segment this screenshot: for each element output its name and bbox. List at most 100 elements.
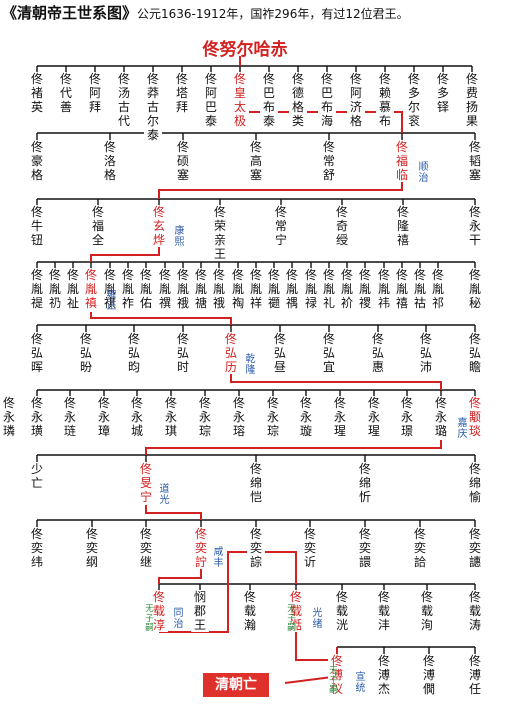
succession-line	[295, 632, 338, 661]
person-node: 佟豪格	[28, 140, 46, 182]
person-node: 佟永瑢	[230, 396, 248, 438]
title-subtitle: 公元1636-1912年，国祚296年，有过12位君王。	[137, 7, 409, 21]
person-node: 佟胤祎	[375, 268, 393, 310]
person-node: 佟奕譞	[356, 527, 374, 569]
person-node: 佟载沣	[375, 590, 393, 632]
reign-title: 乾隆	[245, 354, 256, 376]
person-node: 佟永琪	[162, 396, 180, 438]
person-node: 佟高塞	[247, 140, 265, 182]
person-node: 佟胤禵	[265, 268, 283, 310]
person-node: 佟奕继	[137, 527, 155, 569]
person-node: 佟阿巴泰	[202, 72, 220, 128]
person-node: 佟代善	[57, 72, 75, 114]
emperor-node: 佟弘历	[222, 332, 240, 374]
person-node: 佟弘昀	[125, 332, 143, 374]
no-heir-note: 无子嗣	[145, 604, 154, 633]
succession-line	[158, 568, 202, 584]
person-node: 佟永璟	[398, 396, 416, 438]
person-node: 佟德格类	[289, 72, 307, 128]
person-node: 佟常宁	[272, 205, 290, 247]
person-node: 佟胤禔	[28, 268, 46, 310]
person-node: 佟塔拜	[173, 72, 191, 114]
person-node: 佟胤祁	[429, 268, 447, 310]
person-node: 佟阿济格	[347, 72, 365, 128]
person-node: 佟弘昼	[271, 332, 289, 374]
person-node: 佟洛格	[101, 140, 119, 182]
reign-title: 光绪	[312, 608, 323, 630]
person-node: 佟胤禑	[283, 268, 301, 310]
succession-line	[90, 245, 160, 262]
person-node: 悯郡王	[191, 590, 209, 632]
person-node: 佟弘瞻	[466, 332, 484, 374]
person-node: 佟胤祉	[64, 268, 82, 310]
person-node: 佟胤祚	[119, 268, 137, 310]
emperor-node: 佟旻宁	[137, 462, 155, 504]
person-node: 佟永璋	[95, 396, 113, 438]
emperor-node: 佟福临	[393, 140, 411, 182]
person-node: 佟永璘	[0, 396, 18, 438]
person-node: 佟溥僩	[420, 654, 438, 696]
person-node: 佟奕纲	[83, 527, 101, 569]
person-node: 佟胤禧	[393, 268, 411, 310]
reign-title: 同治	[173, 608, 184, 630]
succession-line	[90, 312, 232, 325]
reign-title: 嘉庆	[457, 418, 468, 440]
person-node: 佟胤衸	[338, 268, 356, 310]
person-node: 佟永璇	[297, 396, 315, 438]
person-node: 佟胤䄉	[174, 268, 192, 310]
person-node: 佟阿拜	[86, 72, 104, 114]
succession-line	[230, 374, 442, 390]
person-node: 佟奕譓	[466, 527, 484, 569]
succession-line	[159, 551, 297, 633]
person-node: 佟荣亲王	[211, 205, 229, 261]
emperor-node: 佟载淳	[150, 590, 168, 632]
reign-title: 雍正	[106, 290, 117, 312]
person-node: 佟奕䜣	[301, 527, 319, 569]
person-node: 佟溥任	[466, 654, 484, 696]
person-node: 佟胤祺	[101, 268, 119, 310]
person-node: 佟弘昐	[77, 332, 95, 374]
person-node: 佟弘沛	[417, 332, 435, 374]
person-node: 佟溥杰	[375, 654, 393, 696]
person-node: 佟载涛	[466, 590, 484, 632]
person-node: 佟褚英	[28, 72, 46, 114]
person-node: 佟胤祹	[229, 268, 247, 310]
emperor-node: 佟溥仪	[328, 654, 346, 696]
person-node: 佟费扬果	[463, 72, 481, 128]
person-node: 佟弘晖	[28, 332, 46, 374]
person-node: 佟胤禝	[356, 268, 374, 310]
person-node: 少亡	[28, 462, 46, 490]
emperor-node: 佟载湉	[287, 590, 305, 632]
person-node: 佟载洸	[333, 590, 351, 632]
succession-line	[158, 180, 403, 199]
emperor-node: 佟奕詝	[192, 527, 210, 569]
person-node: 佟胤佑	[137, 268, 155, 310]
person-node: 佟绵恺	[247, 462, 265, 504]
person-node: 佟巴布泰	[260, 72, 278, 128]
person-node: 佟胤禄	[302, 268, 320, 310]
person-node: 佟永瑆	[331, 396, 349, 438]
person-node: 佟常舒	[320, 140, 338, 182]
person-node: 佟硕塞	[174, 140, 192, 182]
person-node: 佟永璐	[432, 396, 450, 438]
person-node: 佟绵忻	[356, 462, 374, 504]
succession-line	[145, 440, 442, 455]
person-node: 佟弘惠	[369, 332, 387, 374]
person-node: 佟赖慕布	[376, 72, 394, 128]
person-node: 佟永琏	[61, 396, 79, 438]
person-node: 佟胤祜	[411, 268, 429, 310]
person-node: 佟巴布海	[318, 72, 336, 128]
person-node: 佟永城	[128, 396, 146, 438]
person-node: 佟胤䄉	[210, 268, 228, 310]
person-node: 佟牛钮	[28, 205, 46, 247]
emperor-node: 佟胤禛	[82, 268, 100, 310]
reign-title: 顺治	[418, 162, 429, 184]
reign-title: 康熙	[174, 226, 185, 248]
person-node: 佟永琮	[264, 396, 282, 438]
person-node: 佟永瑆	[365, 396, 383, 438]
person-node: 佟胤祥	[247, 268, 265, 310]
person-node: 佟永干	[466, 205, 484, 247]
person-node: 佟韬塞	[466, 140, 484, 182]
person-node: 佟弘宜	[320, 332, 338, 374]
